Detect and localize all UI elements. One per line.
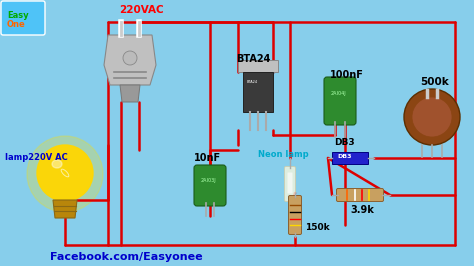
Text: 500k: 500k [420, 77, 449, 87]
Text: 3.9k: 3.9k [350, 205, 374, 215]
Polygon shape [120, 85, 140, 102]
Text: BTA24: BTA24 [247, 80, 258, 84]
Text: Facebook.com/Easyonee: Facebook.com/Easyonee [50, 252, 202, 262]
FancyBboxPatch shape [238, 60, 278, 72]
Polygon shape [104, 35, 156, 85]
FancyBboxPatch shape [332, 152, 368, 164]
Circle shape [37, 145, 93, 201]
Text: 2AI04J: 2AI04J [331, 91, 347, 96]
Text: 2AI03J: 2AI03J [201, 178, 217, 183]
FancyBboxPatch shape [289, 196, 301, 235]
Text: 150k: 150k [305, 223, 329, 232]
Text: 10nF: 10nF [194, 153, 221, 163]
Circle shape [123, 51, 137, 65]
Circle shape [404, 89, 460, 145]
Polygon shape [53, 200, 77, 218]
FancyBboxPatch shape [288, 172, 292, 193]
Text: Easy: Easy [7, 11, 28, 20]
FancyBboxPatch shape [1, 1, 45, 35]
Circle shape [27, 136, 103, 212]
Text: 220VAC: 220VAC [119, 5, 164, 15]
FancyBboxPatch shape [324, 77, 356, 125]
Text: One: One [7, 20, 26, 29]
FancyBboxPatch shape [284, 167, 295, 202]
FancyBboxPatch shape [337, 189, 383, 202]
FancyBboxPatch shape [243, 72, 273, 112]
Text: lamp220V AC: lamp220V AC [5, 153, 68, 162]
Text: DB3: DB3 [337, 154, 352, 159]
Circle shape [412, 97, 452, 137]
Ellipse shape [52, 160, 62, 168]
FancyBboxPatch shape [194, 165, 226, 206]
Text: Neon lamp: Neon lamp [258, 150, 309, 159]
Text: 100nF: 100nF [330, 70, 364, 80]
Text: DB3: DB3 [334, 138, 355, 147]
Text: BTA24: BTA24 [236, 54, 270, 64]
